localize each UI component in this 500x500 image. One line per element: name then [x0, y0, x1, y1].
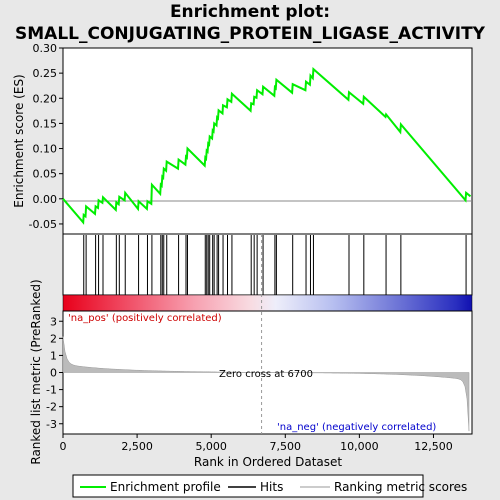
x-tick-label: 10,000 — [340, 440, 379, 453]
enrichment-profile-line — [62, 67, 472, 225]
metric-y-tick-label: 1 — [50, 349, 57, 362]
es-panel — [62, 47, 473, 235]
es-y-tick-label: -0.05 — [29, 218, 57, 231]
legend-label-enrichment: Enrichment profile — [110, 480, 221, 494]
x-tick-label: 7,500 — [270, 440, 302, 453]
x-tick-label: 12,500 — [414, 440, 453, 453]
ranking-metric-area — [62, 336, 470, 432]
metric-y-tick-label: -3 — [46, 418, 57, 431]
legend-label-hits: Hits — [260, 480, 283, 494]
metric-y-tick-label: -2 — [46, 401, 57, 414]
x-tick-label: 5,000 — [195, 440, 227, 453]
es-y-axis: -0.05 0.00 0.05 0.10 0.15 0.20 0.25 0.30 — [29, 42, 63, 231]
legend-label-metric: Ranking metric scores — [334, 480, 467, 494]
es-y-tick-label: 0.10 — [33, 143, 58, 156]
es-y-tick-label: 0.25 — [33, 67, 58, 80]
legend-box — [72, 474, 424, 498]
metric-y-axis: -3 -2 -1 0 1 2 3 — [46, 315, 63, 431]
metric-y-tick-label: 2 — [50, 332, 57, 345]
metric-y-axis-label: Ranked list metric (PreRanked) — [29, 279, 43, 464]
title-line-1: Enrichment plot: — [170, 2, 330, 22]
es-y-tick-label: 0.20 — [33, 92, 58, 105]
es-y-tick-label: 0.30 — [33, 42, 58, 55]
legend: Enrichment profile Hits Ranking metric s… — [72, 474, 467, 498]
metric-y-tick-label: -1 — [46, 384, 57, 397]
title-line-2: SMALL_CONJUGATING_PROTEIN_LIGASE_ACTIVIT… — [15, 24, 486, 44]
es-y-tick-label: 0.00 — [33, 193, 58, 206]
hits-panel — [62, 233, 473, 296]
x-axis: 0 2,500 5,000 7,500 10,000 12,500 — [60, 434, 453, 453]
hit-markers — [83, 235, 467, 295]
metric-y-tick-label: 3 — [50, 315, 57, 328]
es-y-axis-label: Enrichment score (ES) — [12, 74, 26, 207]
x-tick-label: 2,500 — [121, 440, 153, 453]
x-tick-label: 0 — [60, 440, 67, 453]
es-y-tick-label: 0.15 — [33, 117, 58, 130]
zero-cross-label: Zero cross at 6700 — [219, 369, 313, 380]
metric-y-tick-label: 0 — [50, 367, 57, 380]
ranking-color-bar — [62, 294, 473, 312]
na-pos-label: 'na_pos' (positively correlated) — [68, 313, 222, 324]
x-axis-label: Rank in Ordered Dataset — [194, 455, 342, 469]
na-neg-label: 'na_neg' (negatively correlated) — [277, 422, 436, 433]
es-y-tick-label: 0.05 — [33, 168, 58, 181]
